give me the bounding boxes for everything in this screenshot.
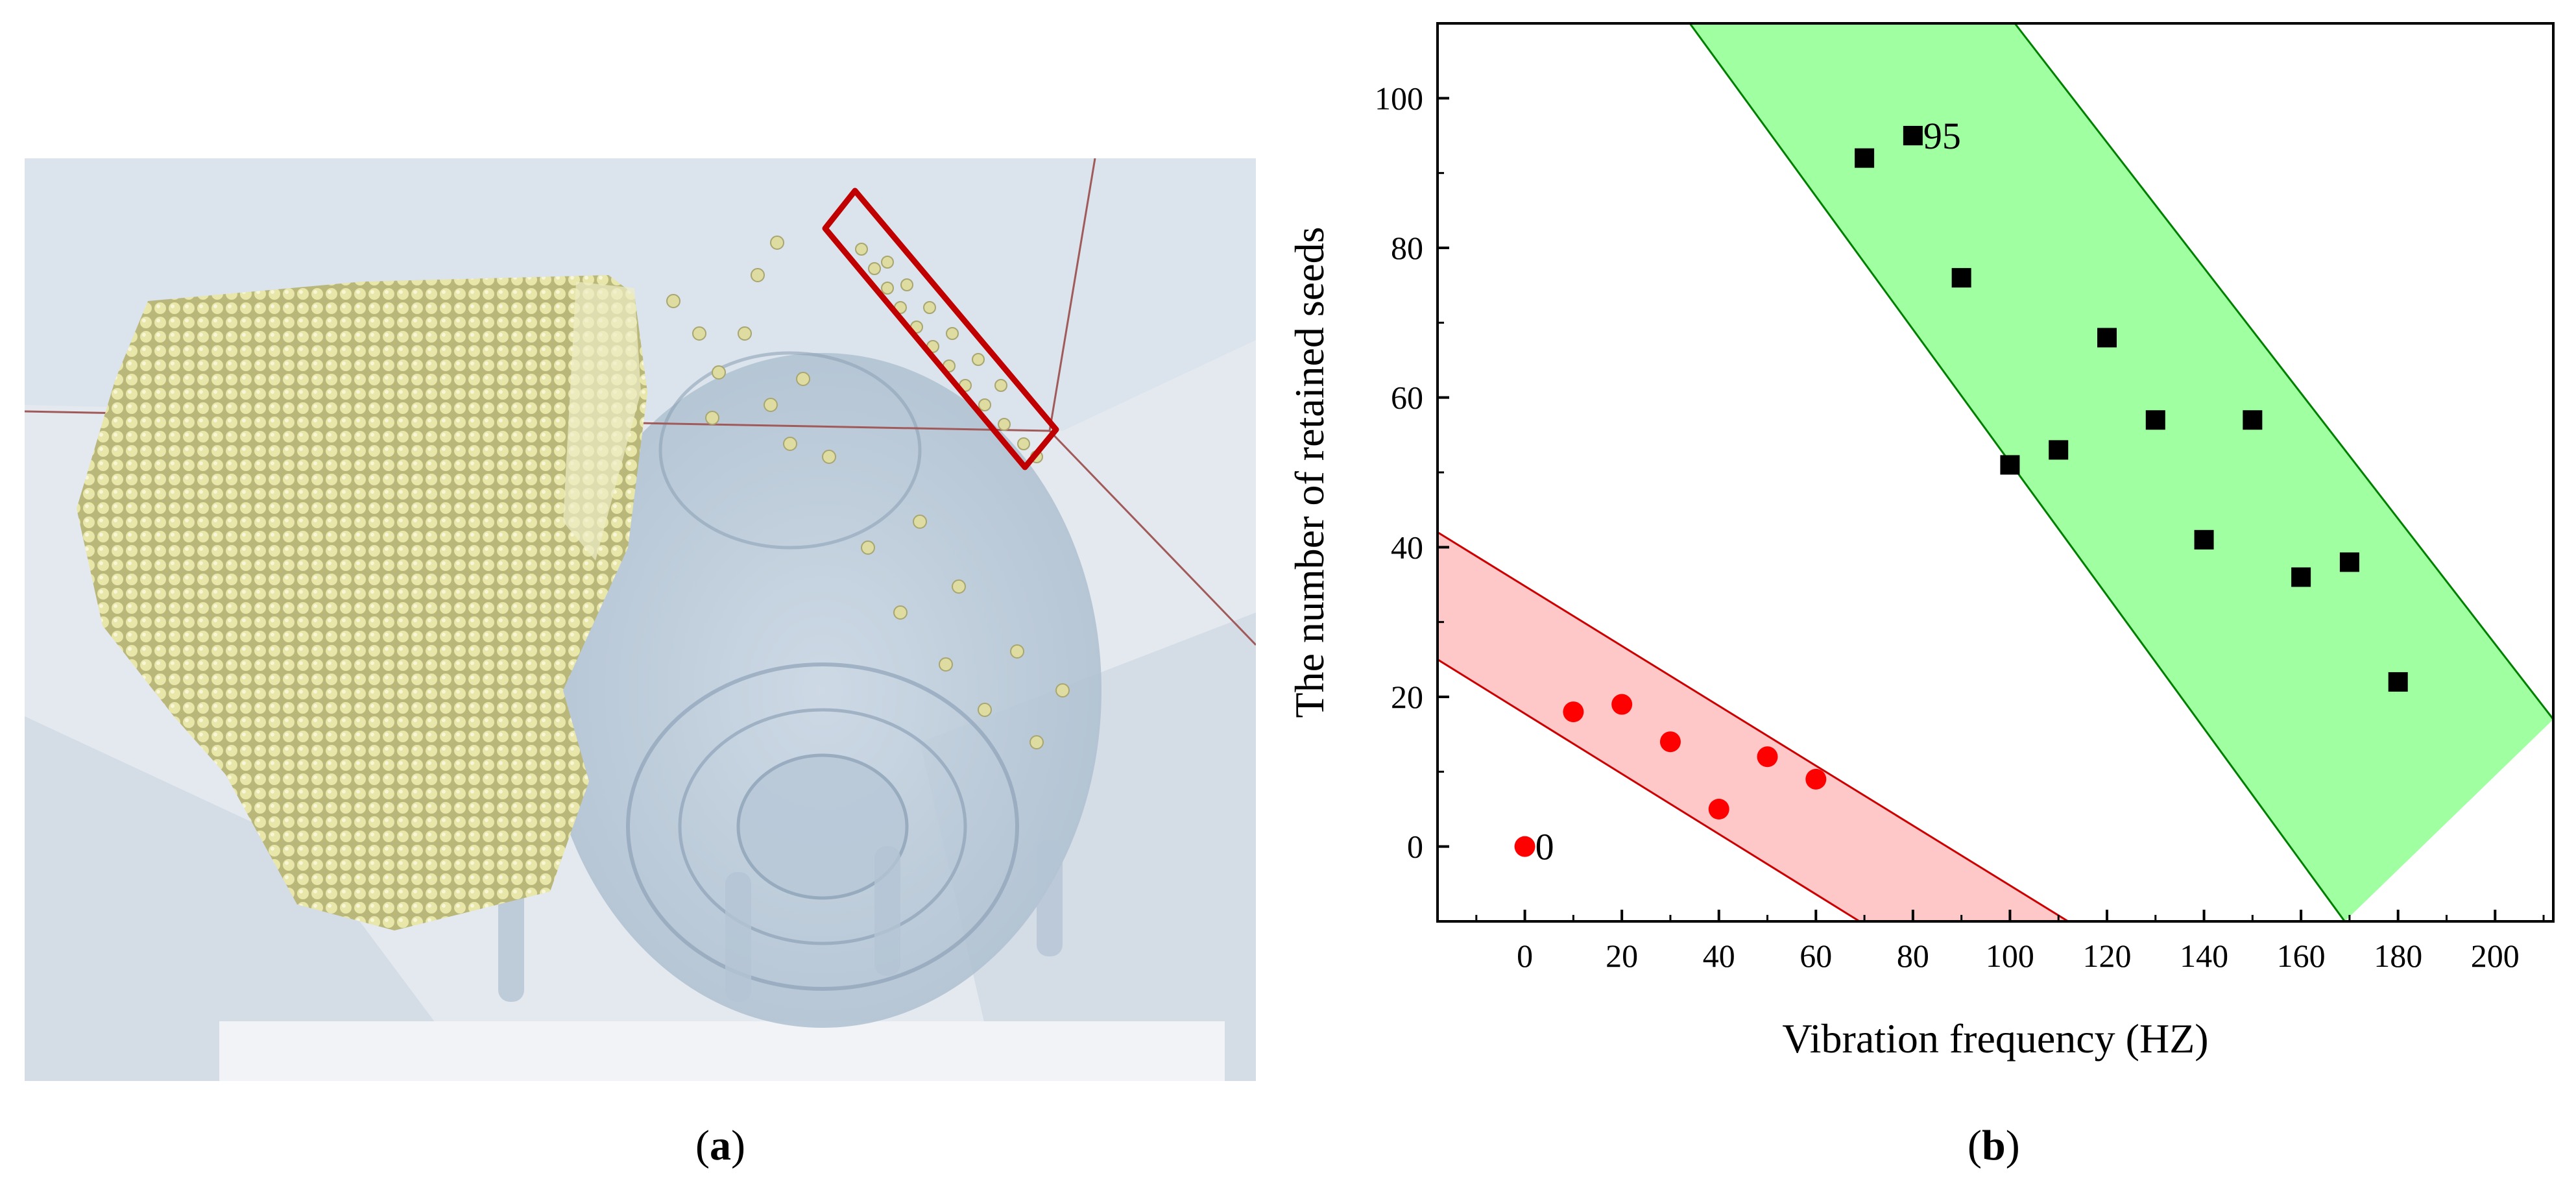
- point-black-squares: [2194, 529, 2214, 550]
- y-axis-label: The number of retained seeds: [1286, 226, 1332, 718]
- point-black-squares: [2049, 440, 2069, 460]
- simulation-image: [25, 158, 1256, 1081]
- point-red-circles: [1757, 746, 1778, 768]
- x-tick-label: 40: [1703, 938, 1735, 974]
- point-black-squares: [1951, 268, 1971, 288]
- point-red-circles: [1708, 799, 1729, 820]
- point-black-squares: [2097, 328, 2117, 348]
- x-tick-label: 80: [1897, 938, 1929, 974]
- seed-population: [77, 275, 647, 930]
- highlight-box: [822, 188, 1059, 470]
- caption-b: (b): [1968, 1122, 2020, 1169]
- point-black-squares: [2145, 410, 2165, 430]
- x-tick-label: 20: [1606, 938, 1638, 974]
- red-band-upper-edge: [1437, 531, 2069, 923]
- y-tick-label: 60: [1391, 380, 1423, 416]
- y-tick-label: 100: [1375, 80, 1423, 116]
- y-tick-label: 40: [1391, 529, 1423, 565]
- y-tick-label: 20: [1391, 679, 1423, 715]
- point-black-squares: [2388, 672, 2408, 692]
- point-black-squares: [2291, 567, 2311, 587]
- x-tick-label: 200: [2471, 938, 2520, 974]
- x-axis-label: Vibration frequency (HZ): [1782, 1015, 2208, 1062]
- retained-seeds-chart: 0 95 0 20 40 60 80 100 120 140 160 180 200 0 20 40 60 80…: [1286, 22, 2555, 1062]
- x-tick-label: 120: [2083, 938, 2132, 974]
- point-black-squares: [2339, 552, 2359, 572]
- point-black-squares: [2243, 410, 2263, 430]
- x-tick-label: 100: [1986, 938, 2034, 974]
- x-tick-label: 180: [2374, 938, 2422, 974]
- point-red-circles: [1659, 731, 1681, 753]
- green-band: [1689, 23, 2553, 921]
- x-tick-label: 160: [2277, 938, 2326, 974]
- point-red-circles: [1563, 701, 1584, 723]
- x-tick-label: 0: [1517, 938, 1533, 974]
- point-black-squares: [1855, 148, 1875, 168]
- point-annotation: 95: [1923, 115, 1961, 157]
- point-black-squares: [2000, 455, 2020, 475]
- seed-plate-housing: [544, 353, 1101, 1028]
- y-tick-label: 80: [1391, 230, 1423, 266]
- point-red-circles: [1805, 768, 1827, 790]
- point-annotation: 0: [1535, 826, 1554, 868]
- green-band-upper-edge: [2014, 23, 2555, 720]
- y-tick-label: 0: [1407, 829, 1423, 865]
- red-band-lower-edge: [1437, 659, 1860, 923]
- x-tick-label: 140: [2180, 938, 2228, 974]
- point-black-squares: [1903, 126, 1923, 145]
- point-red-circles: [1514, 836, 1535, 857]
- point-red-circles: [1611, 694, 1633, 715]
- caption-a: (a): [695, 1122, 745, 1169]
- scattered-seeds: [666, 236, 1070, 749]
- x-tick-label: 60: [1800, 938, 1832, 974]
